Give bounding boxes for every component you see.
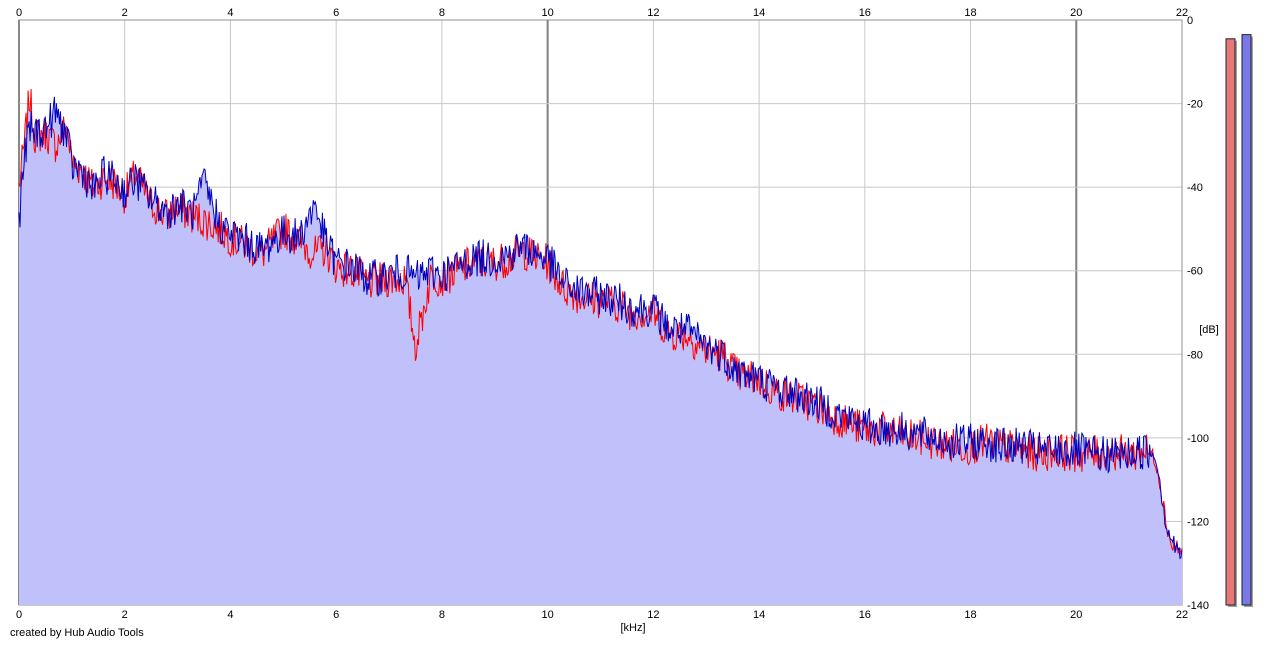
x-tick-label-bottom: 18 bbox=[964, 609, 976, 621]
x-tick-label-top: 4 bbox=[227, 7, 233, 19]
level-meter-right bbox=[1241, 34, 1252, 606]
spectrum-fill bbox=[19, 89, 1182, 605]
x-axis-title: [kHz] bbox=[620, 622, 645, 634]
y-tick-label: -40 bbox=[1187, 182, 1203, 194]
x-tick-label-bottom: 20 bbox=[1070, 609, 1082, 621]
x-tick-label-top: 0 bbox=[16, 7, 22, 19]
y-tick-labels: 0 -20 -40 -60 -80 -100 -120 -140 bbox=[1187, 15, 1209, 612]
x-tick-label-bottom: 22 bbox=[1176, 609, 1188, 621]
x-tick-label-top: 10 bbox=[542, 7, 554, 19]
credit-text: created by Hub Audio Tools bbox=[10, 627, 144, 639]
y-tick-label: -20 bbox=[1187, 99, 1203, 111]
y-tick-label: 0 bbox=[1187, 15, 1193, 27]
x-tick-label-top: 14 bbox=[753, 7, 765, 19]
y-tick-label: -80 bbox=[1187, 349, 1203, 361]
spectrum-fill-area bbox=[19, 89, 1182, 605]
x-tick-label-bottom: 4 bbox=[227, 609, 233, 621]
x-tick-label-bottom: 6 bbox=[333, 609, 339, 621]
x-tick-label-bottom: 0 bbox=[16, 609, 22, 621]
x-tick-label-bottom: 12 bbox=[647, 609, 659, 621]
x-tick-label-top: 2 bbox=[122, 7, 128, 19]
spectrum-lines bbox=[18, 88, 1183, 560]
level-meters bbox=[1225, 34, 1253, 607]
x-tick-labels-bottom: 0 2 4 6 8 10 12 14 16 18 20 22 bbox=[16, 609, 1188, 621]
x-tick-label-bottom: 14 bbox=[753, 609, 765, 621]
x-tick-label-top: 12 bbox=[647, 7, 659, 19]
y-tick-label: -120 bbox=[1187, 516, 1209, 528]
right-channel-line bbox=[18, 96, 1183, 560]
y-axis-title: [dB] bbox=[1199, 324, 1219, 336]
x-tick-label-bottom: 2 bbox=[122, 609, 128, 621]
x-tick-label-top: 22 bbox=[1176, 7, 1188, 19]
x-tick-label-bottom: 16 bbox=[859, 609, 871, 621]
x-tick-labels-top: 0 2 4 6 8 10 12 14 16 18 20 22 bbox=[16, 7, 1188, 19]
x-tick-label-bottom: 8 bbox=[439, 609, 445, 621]
y-tick-label: -140 bbox=[1187, 600, 1209, 612]
y-tick-label: -100 bbox=[1187, 433, 1209, 445]
x-tick-label-top: 18 bbox=[964, 7, 976, 19]
y-tick-label: -60 bbox=[1187, 266, 1203, 278]
level-meter-left bbox=[1225, 38, 1236, 606]
x-tick-label-bottom: 10 bbox=[542, 609, 554, 621]
x-tick-label-top: 8 bbox=[439, 7, 445, 19]
x-tick-label-top: 16 bbox=[859, 7, 871, 19]
x-tick-label-top: 6 bbox=[333, 7, 339, 19]
x-tick-label-top: 20 bbox=[1070, 7, 1082, 19]
